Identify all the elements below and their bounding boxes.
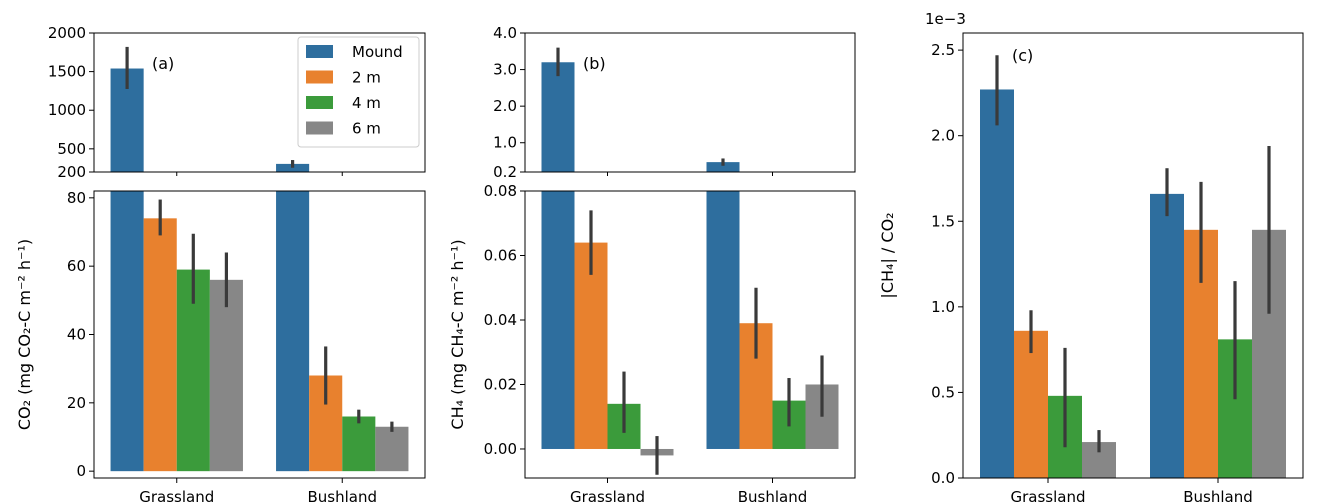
plot-area-c (962, 32, 1304, 479)
y-tick-label: 4.0 (493, 24, 517, 42)
y-tick-label: 0.2 (493, 163, 517, 181)
bar-a-2m-grassland (143, 218, 177, 472)
y-axis-label-a: CO₂ (mg CO₂-C m⁻² h⁻¹) (15, 239, 34, 430)
y-tick-label: 2.0 (931, 127, 955, 145)
lower-plot-area-b (524, 190, 856, 479)
y-tick-label: 0.0 (931, 469, 955, 487)
bar-a-Mound-bushland (276, 191, 310, 472)
legend-swatch-2m (306, 70, 333, 84)
legend-swatch-Mound (306, 45, 333, 58)
legend-frame (297, 36, 420, 148)
panel-label-a: (a) (152, 54, 174, 73)
x-tick-label-grassland: Grassland (570, 488, 645, 503)
legend-swatch-6m (306, 121, 333, 135)
y-tick-label: 0.02 (484, 375, 517, 393)
bar-c-Mound-bushland (1150, 193, 1184, 478)
bar-b-Mound-bushland (706, 162, 740, 172)
panel-c: 0.0 0.5 1.0 1.5 2.0 2.5 Grassland Bushland |CH₄|… (878, 10, 1304, 503)
bar-a-6m-bushland (375, 426, 409, 472)
y-tick-label: 40 (67, 326, 86, 344)
y-tick-label: 1.0 (931, 298, 955, 316)
legend-label-Mound: Mound (352, 43, 403, 61)
y-tick-label: 1000 (48, 101, 86, 119)
y-tick-label: 0.04 (484, 311, 517, 329)
y-tick-label: 2.5 (931, 41, 955, 59)
legend-label-4m: 4 m (352, 94, 381, 112)
x-tick-label-grassland: Grassland (1011, 488, 1086, 503)
bar-c-2m-grassland (1014, 330, 1048, 478)
y-tick-label: 1.5 (931, 212, 955, 230)
y-tick-label: 0 (76, 462, 86, 480)
legend: Mound 2 m 4 m 6 m (297, 36, 420, 148)
bar-a-4m-bushland (342, 416, 376, 472)
y-axis-label-b: CH₄ (mg CH₄-C m⁻² h⁻¹) (448, 239, 467, 429)
bar-c-Mound-grassland (980, 89, 1014, 478)
bar-b-2m-grassland (574, 242, 608, 449)
x-tick-label-bushland: Bushland (1183, 488, 1253, 503)
bar-a-Mound-grassland (110, 191, 144, 472)
x-tick-label-grassland: Grassland (139, 488, 214, 503)
panel-a: 200 500 1000 1500 2000 0 20 40 60 80 Grassland Bush… (15, 24, 426, 503)
x-tick-label-bushland: Bushland (738, 488, 808, 503)
y-tick-label: 0.06 (484, 246, 517, 264)
y-tick-label: 2000 (48, 24, 86, 42)
y-tick-label: 1.0 (493, 134, 517, 152)
bar-b-Mound-bushland (706, 191, 740, 449)
y-tick-label: 2.0 (493, 97, 517, 115)
y-tick-label: 1500 (48, 63, 86, 81)
legend-label-6m: 6 m (352, 120, 381, 138)
x-tick-label-bushland: Bushland (307, 488, 377, 503)
panel-label-b: (b) (583, 54, 606, 73)
y-tick-label: 0.08 (484, 182, 517, 200)
y-tick-label: 20 (67, 394, 86, 412)
y-tick-label: 60 (67, 257, 86, 275)
upper-plot-area-b (524, 32, 856, 173)
legend-label-2m: 2 m (352, 69, 381, 87)
y-tick-label: 0.5 (931, 383, 955, 401)
upper-plot-area-a (93, 32, 426, 173)
bar-b-Mound-grassland (541, 191, 575, 449)
y-tick-label: 80 (67, 189, 86, 207)
y-axis-label-c: |CH₄| / CO₂ (878, 212, 897, 298)
bar-a-6m-grassland (209, 279, 243, 472)
bar-a-Mound-bushland (276, 163, 310, 172)
panel-b: 0.2 1.0 2.0 3.0 4.0 0.00 0.02 0.04 0.06 0.08 Grass… (448, 24, 856, 503)
bar-b-Mound-grassland (541, 62, 575, 172)
legend-swatch-4m (306, 96, 333, 109)
y-tick-label: 200 (57, 163, 86, 181)
y-tick-label: 3.0 (493, 61, 517, 79)
y-tick-label: 500 (57, 140, 86, 158)
scale-label-c: 1e−3 (925, 10, 966, 28)
y-tick-label: 0.00 (484, 440, 517, 458)
panel-label-c: (c) (1012, 46, 1033, 65)
